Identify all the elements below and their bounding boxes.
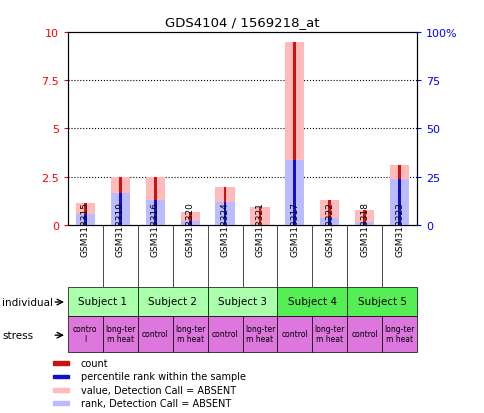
Bar	[180, 221, 199, 225]
Text: GSM313315: GSM313315	[81, 201, 90, 256]
Text: Subject 5: Subject 5	[357, 297, 406, 306]
Bar	[328, 218, 331, 225]
Bar	[381, 316, 416, 352]
Title: GDS4104 / 1569218_at: GDS4104 / 1569218_at	[165, 16, 319, 29]
Bar	[354, 222, 374, 225]
Bar	[84, 214, 87, 225]
Bar	[119, 177, 121, 225]
Bar	[188, 213, 191, 225]
Text: Subject 2: Subject 2	[148, 297, 197, 306]
Text: GSM313321: GSM313321	[255, 201, 264, 256]
Text: percentile rank within the sample: percentile rank within the sample	[80, 372, 245, 382]
Text: Subject 1: Subject 1	[78, 297, 127, 306]
Bar	[153, 200, 156, 225]
Bar	[53, 388, 69, 392]
Bar	[363, 222, 365, 225]
Text: count: count	[80, 358, 108, 368]
Bar	[277, 287, 347, 316]
Text: GSM313322: GSM313322	[325, 202, 333, 256]
Text: control: control	[211, 330, 238, 338]
Text: control: control	[141, 330, 168, 338]
Bar	[277, 316, 312, 352]
Bar	[137, 316, 172, 352]
Text: Subject 3: Subject 3	[217, 297, 267, 306]
Text: long-ter
m heat: long-ter m heat	[105, 324, 135, 344]
Text: long-ter
m heat: long-ter m heat	[384, 324, 414, 344]
Text: long-ter
m heat: long-ter m heat	[244, 324, 274, 344]
Bar	[285, 43, 304, 225]
Bar	[145, 177, 165, 225]
Bar	[293, 161, 296, 225]
Bar	[188, 221, 191, 225]
Bar	[312, 316, 347, 352]
Bar	[319, 218, 339, 225]
Text: long-ter
m heat: long-ter m heat	[175, 324, 205, 344]
Text: control: control	[350, 330, 378, 338]
Bar	[68, 316, 103, 352]
Bar	[137, 287, 207, 316]
Bar	[285, 161, 304, 225]
Bar	[319, 200, 339, 225]
Bar	[347, 287, 416, 316]
Bar	[145, 200, 165, 225]
Text: value, Detection Call = ABSENT: value, Detection Call = ABSENT	[80, 385, 235, 395]
Text: GSM313316: GSM313316	[151, 201, 159, 256]
Bar	[223, 202, 226, 225]
Bar	[250, 208, 269, 225]
Text: control: control	[281, 330, 308, 338]
Bar	[53, 375, 69, 378]
Bar	[76, 214, 95, 225]
Text: GSM313324: GSM313324	[220, 202, 229, 256]
Bar	[84, 204, 87, 225]
Bar	[76, 204, 95, 225]
Text: stress: stress	[2, 330, 33, 340]
Text: long-ter
m heat: long-ter m heat	[314, 324, 344, 344]
Text: individual: individual	[2, 297, 53, 307]
Bar	[215, 202, 234, 225]
Bar	[397, 180, 400, 225]
Text: contro
l: contro l	[73, 324, 97, 344]
Bar	[293, 43, 296, 225]
Bar	[110, 177, 130, 225]
Text: Subject 4: Subject 4	[287, 297, 336, 306]
Bar	[389, 180, 408, 225]
Bar	[103, 316, 137, 352]
Text: GSM313317: GSM313317	[290, 201, 299, 256]
Bar	[258, 208, 261, 225]
Text: GSM313320: GSM313320	[185, 201, 194, 256]
Bar	[354, 211, 374, 225]
Bar	[153, 177, 156, 225]
Text: rank, Detection Call = ABSENT: rank, Detection Call = ABSENT	[80, 398, 230, 408]
Bar	[110, 193, 130, 225]
Text: GSM313319: GSM313319	[116, 201, 124, 256]
Bar	[207, 316, 242, 352]
Bar	[53, 401, 69, 405]
Bar	[347, 316, 381, 352]
Bar	[180, 213, 199, 225]
Bar	[215, 188, 234, 225]
Bar	[397, 166, 400, 225]
Bar	[68, 287, 137, 316]
Bar	[328, 200, 331, 225]
Text: GSM313323: GSM313323	[394, 201, 403, 256]
Text: GSM313318: GSM313318	[360, 201, 368, 256]
Bar	[389, 166, 408, 225]
Bar	[242, 316, 277, 352]
Bar	[223, 188, 226, 225]
Bar	[172, 316, 207, 352]
Bar	[363, 211, 365, 225]
Bar	[119, 193, 121, 225]
Bar	[53, 361, 69, 365]
Bar	[207, 287, 277, 316]
